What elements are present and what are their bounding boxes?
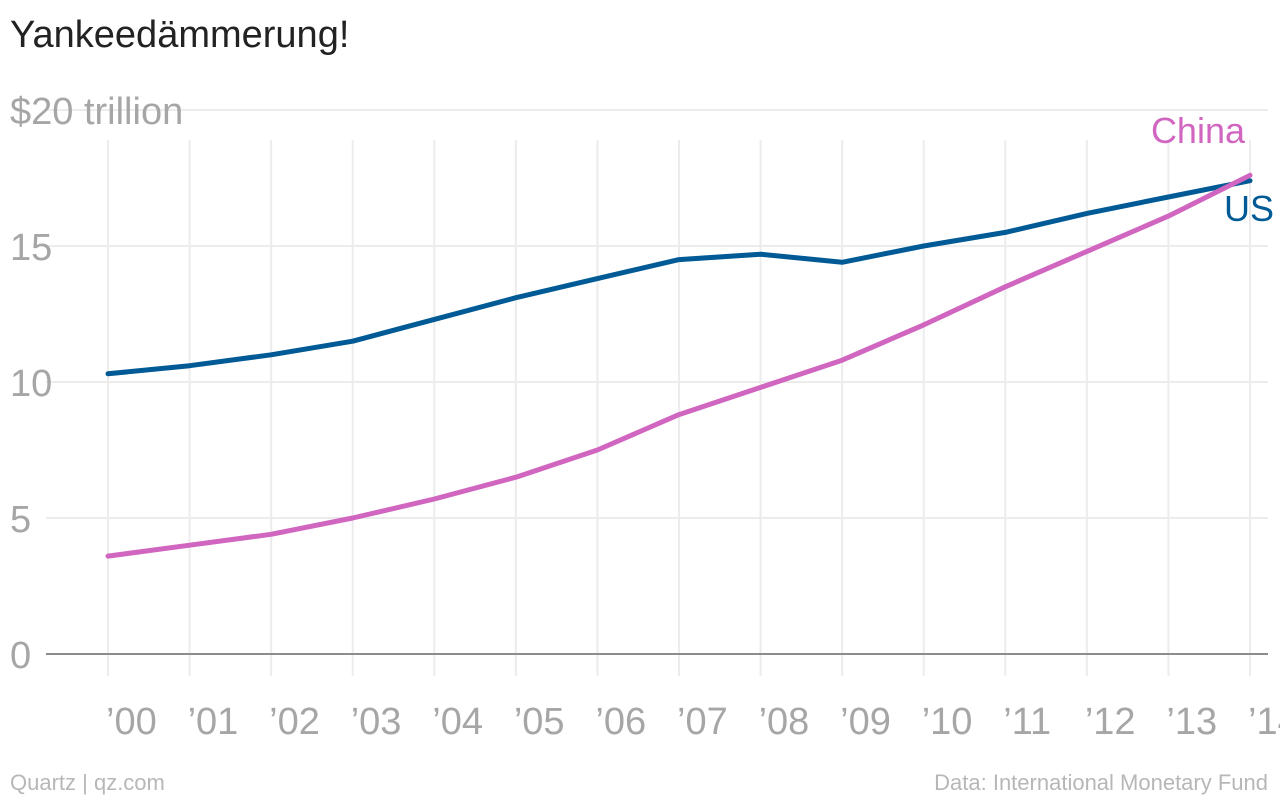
y-tick-label: 5 bbox=[10, 499, 31, 541]
x-tick-label: ’05 bbox=[514, 701, 565, 743]
x-tick-label: ’14 bbox=[1248, 701, 1280, 743]
x-tick-label: ’12 bbox=[1085, 701, 1136, 743]
series-line-us bbox=[105, 178, 1253, 377]
y-tick-label: $20 trillion bbox=[10, 91, 183, 133]
x-tick-label: ’07 bbox=[677, 701, 728, 743]
y-tick-label: 0 bbox=[10, 635, 31, 677]
grid bbox=[46, 109, 1268, 676]
x-tick-label: ’00 bbox=[106, 701, 157, 743]
x-tick-label: ’04 bbox=[432, 701, 483, 743]
axes: 0 5 10 15 $20 trillion ’00 ’01 ’02 ’03 ’04 ’05 ’06 ’… bbox=[10, 91, 1280, 743]
x-tick-label: ’10 bbox=[922, 701, 973, 743]
x-tick-label: ’01 bbox=[188, 701, 239, 743]
series-label-us: US bbox=[1224, 188, 1274, 229]
x-tick-label: ’08 bbox=[759, 701, 810, 743]
x-tick-label: ’09 bbox=[840, 701, 891, 743]
series-labels: US China bbox=[1151, 110, 1274, 229]
series-lines bbox=[105, 172, 1253, 559]
y-tick-label: 15 bbox=[10, 227, 52, 269]
series-line-china bbox=[105, 172, 1253, 559]
series-label-china: China bbox=[1151, 110, 1246, 151]
data-source: Data: International Monetary Fund bbox=[934, 770, 1268, 795]
x-tick-label: ’03 bbox=[351, 701, 402, 743]
x-tick-label: ’02 bbox=[269, 701, 320, 743]
x-tick-label: ’06 bbox=[595, 701, 646, 743]
chart-title: Yankeedämmerung! bbox=[10, 14, 350, 56]
x-tick-label: ’11 bbox=[1003, 701, 1051, 743]
y-tick-label: 10 bbox=[10, 363, 52, 405]
source-credit: Quartz | qz.com bbox=[10, 770, 165, 795]
x-tick-label: ’13 bbox=[1166, 701, 1217, 743]
